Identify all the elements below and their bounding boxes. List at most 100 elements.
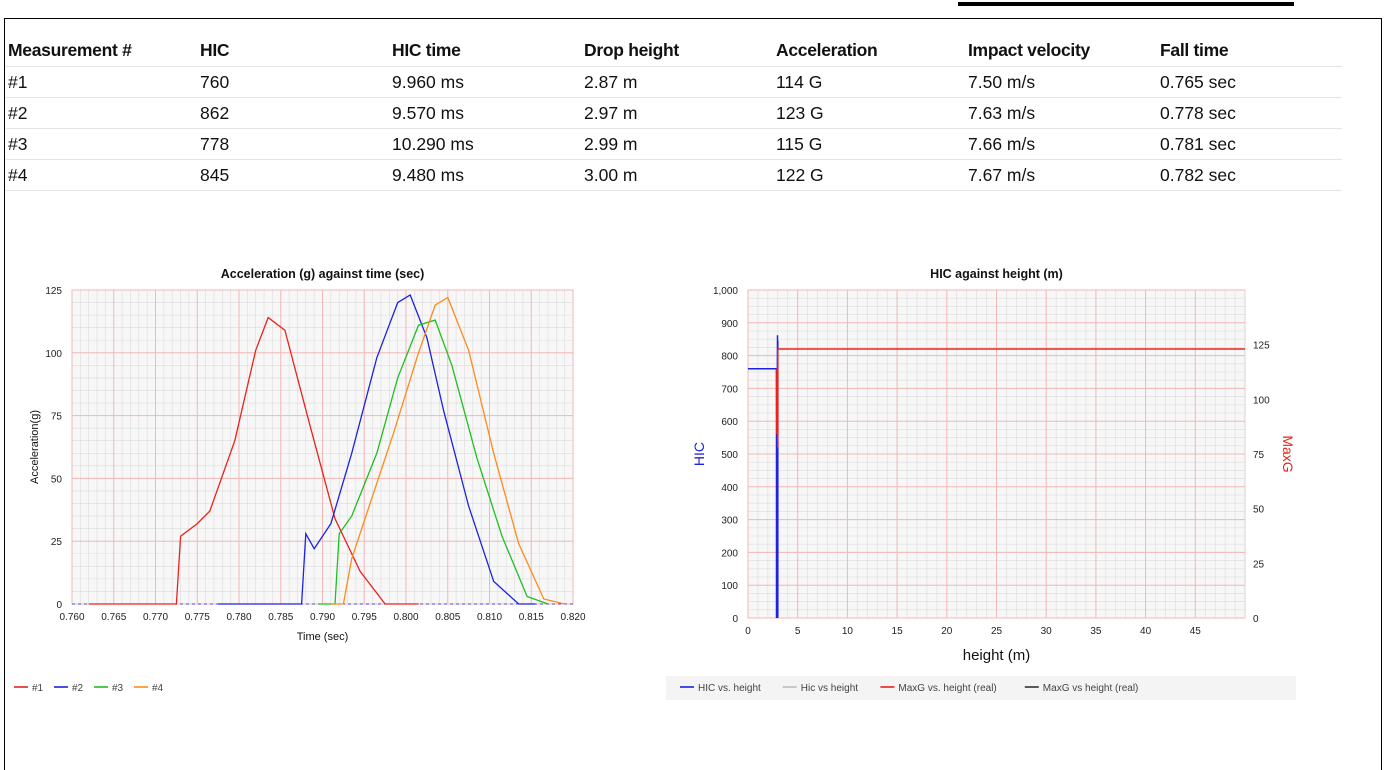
column-header: Acceleration (774, 34, 966, 67)
x-tick-label: 0.815 (519, 612, 544, 623)
table-cell: 2.99 m (582, 128, 774, 160)
y-tick-label: 300 (721, 516, 738, 527)
legend-background (666, 676, 1296, 700)
legend-label: #4 (152, 683, 164, 694)
x-tick-label: 0 (745, 626, 751, 637)
table-cell: 7.66 m/s (966, 128, 1158, 160)
table-cell: 2.97 m (582, 97, 774, 129)
table-cell: 778 (198, 128, 390, 160)
y-tick-label: 0 (56, 600, 62, 611)
y-right-tick-label: 100 (1253, 395, 1270, 406)
table-row: #4 845 9.480 ms 3.00 m 122 G 7.67 m/s 0.… (6, 159, 1342, 191)
table-cell: 115 G (774, 128, 966, 160)
x-tick-label: 5 (795, 626, 801, 637)
table-row: #2 862 9.570 ms 2.97 m 123 G 7.63 m/s 0.… (6, 97, 1342, 129)
table-cell: 0.765 sec (1158, 66, 1342, 98)
legend-label: #2 (72, 683, 84, 694)
table-cell: 0.778 sec (1158, 97, 1342, 129)
x-tick-label: 0.765 (101, 612, 126, 623)
column-header: Fall time (1158, 34, 1342, 67)
legend-label: Hic vs height (801, 683, 858, 694)
chart-title: HIC against height (m) (930, 267, 1063, 281)
x-tick-label: 0.800 (393, 612, 418, 623)
table-cell: 0.782 sec (1158, 159, 1342, 191)
table-cell: 2.87 m (582, 66, 774, 98)
y-tick-label: 1,000 (713, 286, 738, 297)
series-line--2 (218, 294, 536, 605)
series-line--1 (88, 316, 419, 605)
x-tick-label: 0.760 (59, 612, 84, 623)
table-cell: 122 G (774, 159, 966, 191)
y-right-axis-label: MaxG (1280, 435, 1296, 472)
x-tick-label: 0.790 (310, 612, 335, 623)
x-tick-label: 10 (842, 626, 854, 637)
x-tick-label: 30 (1041, 626, 1053, 637)
y-axis-label: HIC (691, 442, 707, 466)
x-tick-label: 0.795 (352, 612, 377, 623)
y-tick-label: 800 (721, 352, 738, 363)
table-cell: 862 (198, 97, 390, 129)
x-tick-label: 25 (991, 626, 1003, 637)
y-tick-label: 125 (45, 286, 62, 297)
y-tick-label: 50 (51, 474, 63, 485)
x-tick-label: 0.810 (477, 612, 502, 623)
table-cell: 7.67 m/s (966, 159, 1158, 191)
top-rule (958, 2, 1294, 6)
y-tick-label: 900 (721, 319, 738, 330)
y-right-tick-label: 125 (1253, 341, 1270, 352)
y-tick-label: 0 (732, 614, 738, 625)
table-row: #1 760 9.960 ms 2.87 m 114 G 7.50 m/s 0.… (6, 66, 1342, 98)
table-cell: 7.63 m/s (966, 97, 1158, 129)
table-header-row: Measurement # HIC HIC time Drop height A… (6, 34, 1342, 67)
x-axis-label: Time (sec) (297, 631, 349, 643)
table-cell: #4 (6, 159, 198, 191)
x-tick-label: 40 (1140, 626, 1152, 637)
measurement-table: Measurement # HIC HIC time Drop height A… (6, 34, 1342, 191)
hic-height-chart: 0 5 10 15 20 25 30 35 40 450100200300400500600700… (680, 267, 1296, 694)
table-cell: 114 G (774, 66, 966, 98)
acceleration-chart: 0.760 0.765 0.770 0.775 0.780 0.785 0.790 0.795… (14, 267, 586, 694)
table-cell: 0.781 sec (1158, 128, 1342, 160)
column-header: HIC (198, 34, 390, 67)
table-cell: 7.50 m/s (966, 66, 1158, 98)
y-axis-label: Acceleration(g) (29, 410, 41, 484)
x-tick-label: 20 (941, 626, 953, 637)
column-header: Measurement # (6, 34, 198, 67)
x-tick-label: 45 (1190, 626, 1202, 637)
table-cell: #1 (6, 66, 198, 98)
series-line-maxg-vs-height-real- (775, 348, 1245, 448)
legend-label: MaxG vs height (real) (1043, 683, 1139, 694)
report-frame (4, 18, 1382, 770)
column-header: Drop height (582, 34, 774, 67)
x-tick-label: 0.780 (226, 612, 251, 623)
table-row: #3 778 10.290 ms 2.99 m 115 G 7.66 m/s 0… (6, 128, 1342, 160)
y-right-tick-label: 75 (1253, 450, 1265, 461)
x-tick-label: 0.785 (268, 612, 293, 623)
table-cell: 9.480 ms (390, 159, 582, 191)
table-cell: 3.00 m (582, 159, 774, 191)
table-cell: 9.570 ms (390, 97, 582, 129)
column-header: Impact velocity (966, 34, 1158, 67)
x-tick-label: 15 (892, 626, 904, 637)
table-cell: 9.960 ms (390, 66, 582, 98)
column-header: HIC time (390, 34, 582, 67)
legend-label: #3 (112, 683, 124, 694)
y-tick-label: 600 (721, 417, 738, 428)
y-right-tick-label: 50 (1253, 505, 1265, 516)
y-tick-label: 700 (721, 384, 738, 395)
series-line--3 (318, 319, 549, 605)
y-tick-label: 400 (721, 483, 738, 494)
series-line--4 (330, 296, 565, 605)
table-cell: 123 G (774, 97, 966, 129)
x-axis-label: height (m) (963, 647, 1031, 664)
legend-label: #1 (32, 683, 44, 694)
y-tick-label: 100 (721, 581, 738, 592)
legend-label: HIC vs. height (698, 683, 761, 694)
table-cell: 845 (198, 159, 390, 191)
y-tick-label: 200 (721, 548, 738, 559)
y-tick-label: 100 (45, 349, 62, 360)
table-cell: 10.290 ms (390, 128, 582, 160)
x-tick-label: 0.770 (143, 612, 168, 623)
table-cell: #3 (6, 128, 198, 160)
table-cell: #2 (6, 97, 198, 129)
